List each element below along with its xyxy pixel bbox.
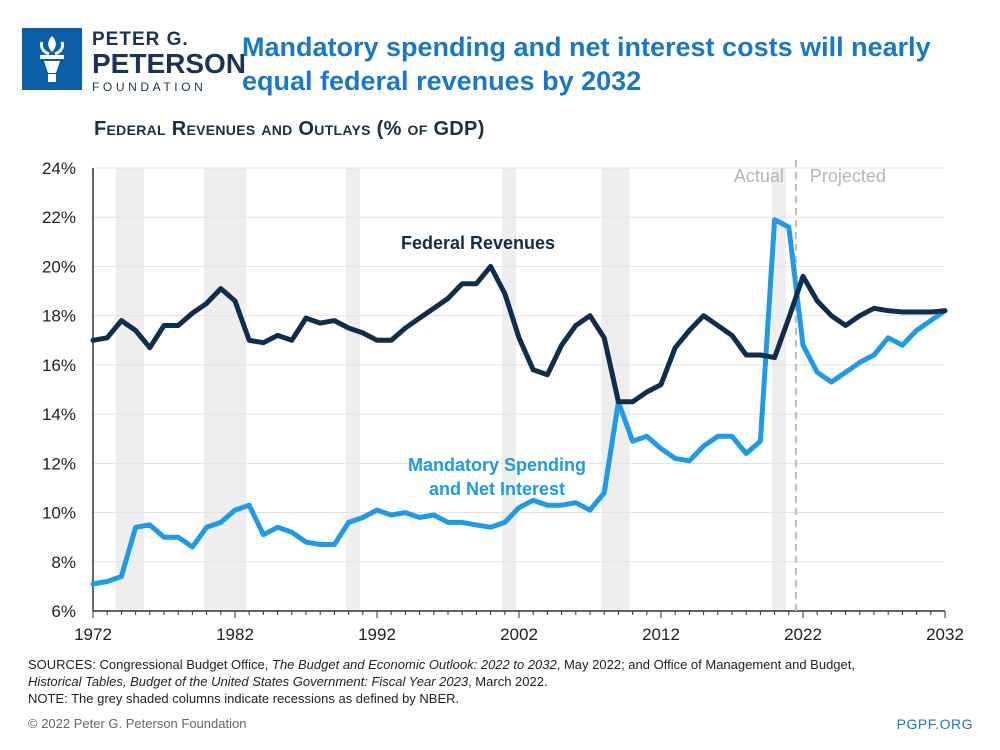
- recession-band: [203, 168, 247, 611]
- logo-line-2: PETERSON: [92, 48, 247, 79]
- torch-logo-icon: [22, 28, 82, 90]
- sources-note: SOURCES: Congressional Budget Office, Th…: [28, 656, 978, 707]
- sources-end: , March 2022.: [468, 674, 548, 689]
- y-tick-label: 16%: [42, 356, 76, 375]
- x-tick-label: 1982: [216, 625, 254, 644]
- mandatory-spending-label: Mandatory Spending: [408, 455, 586, 475]
- y-tick-label: 12%: [42, 454, 76, 473]
- sources-title-1: The Budget and Economic Outlook: 2022 to…: [272, 657, 557, 672]
- chart-headline: Mandatory spending and net interest cost…: [242, 32, 931, 96]
- sources-mid: , May 2022; and Office of Management and…: [556, 657, 855, 672]
- actual-label: Actual: [734, 166, 784, 186]
- y-tick-label: 24%: [42, 159, 76, 178]
- copyright: © 2022 Peter G. Peterson Foundation: [28, 716, 247, 731]
- sources-label: SOURCES: Congressional Budget Office,: [28, 657, 272, 672]
- x-tick-label: 1972: [74, 625, 112, 644]
- y-tick-label: 22%: [42, 208, 76, 227]
- x-tick-label: 2002: [500, 625, 538, 644]
- logo: PETER G. PETERSON FOUNDATION: [22, 28, 246, 98]
- federal-revenues-line: [90, 263, 948, 405]
- recession-band: [771, 168, 786, 611]
- projected-label: Projected: [810, 166, 886, 186]
- y-tick-label: 18%: [42, 307, 76, 326]
- y-tick-label: 14%: [42, 405, 76, 424]
- x-tick-label: 2012: [642, 625, 680, 644]
- sources-title-2: Historical Tables, Budget of the United …: [28, 674, 469, 689]
- federal-revenues-label: Federal Revenues: [401, 233, 555, 253]
- mandatory-spending-label: and Net Interest: [429, 479, 565, 499]
- site-link[interactable]: PGPF.ORG: [896, 716, 973, 732]
- x-tick-label: 2022: [784, 625, 822, 644]
- x-tick-label: 1992: [358, 625, 396, 644]
- y-tick-label: 8%: [51, 553, 76, 572]
- logo-line-3: FOUNDATION: [92, 80, 207, 94]
- recession-band: [345, 168, 360, 611]
- logo-line-1: PETER G.: [92, 29, 189, 50]
- recession-band: [115, 168, 145, 611]
- x-tick-label: 2032: [926, 625, 964, 644]
- y-tick-label: 6%: [51, 602, 76, 621]
- chart-title: Federal Revenues and Outlays (% of GDP): [94, 118, 485, 140]
- y-tick-label: 20%: [42, 257, 76, 276]
- y-tick-label: 10%: [42, 504, 76, 523]
- recession-band: [501, 168, 517, 611]
- recession-note: NOTE: The grey shaded columns indicate r…: [28, 691, 460, 706]
- mandatory-spending-line: [90, 217, 948, 587]
